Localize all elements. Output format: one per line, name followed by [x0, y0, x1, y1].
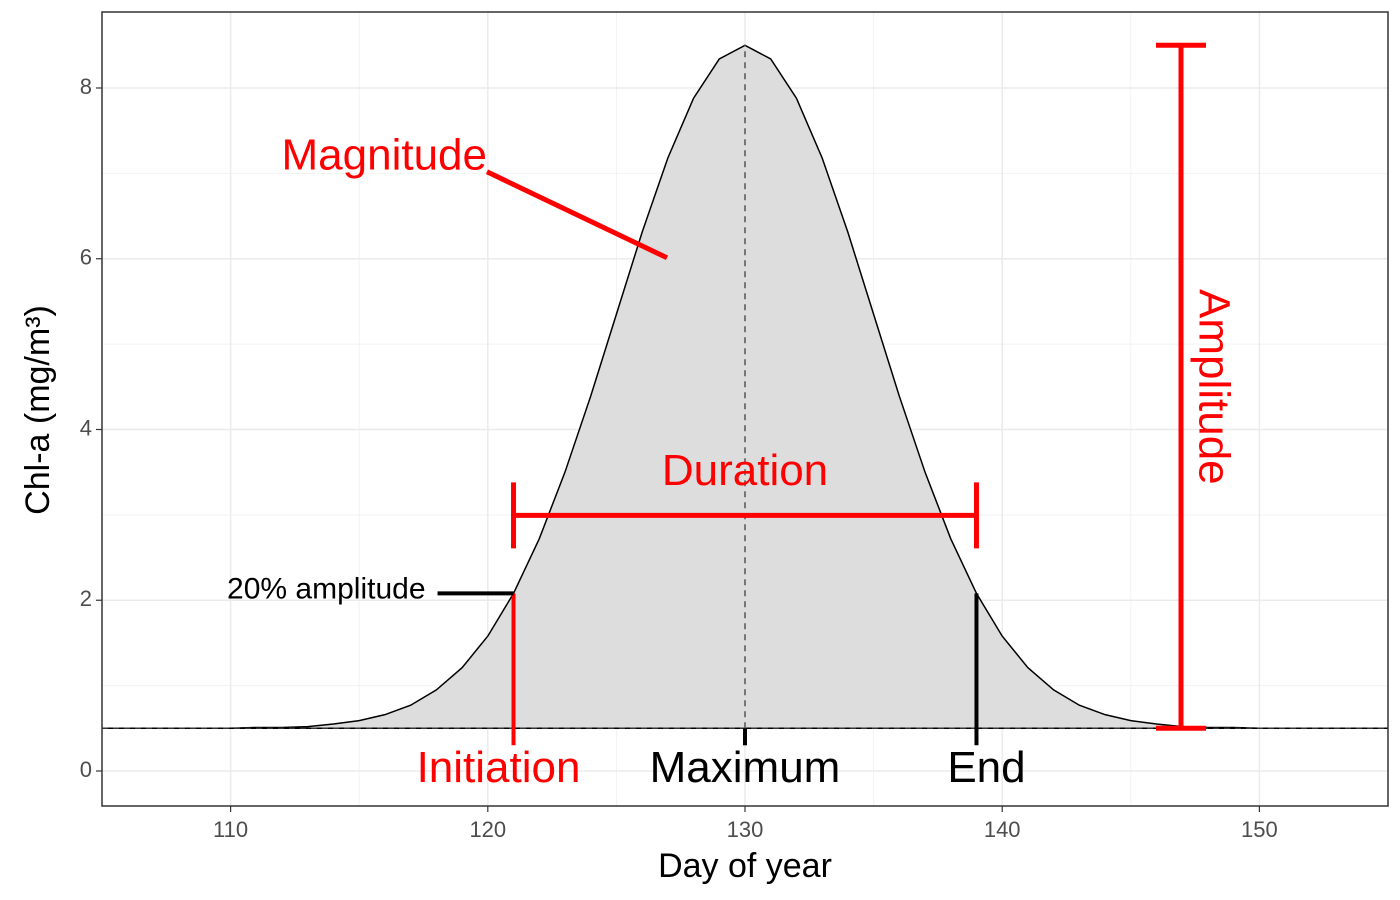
y-tick-label: 6	[80, 245, 92, 270]
threshold-label: 20% amplitude	[227, 572, 425, 605]
initiation-label: Initiation	[417, 743, 581, 792]
x-tick-label: 150	[1241, 817, 1278, 842]
y-tick-label: 8	[80, 74, 92, 99]
maximum-label: Maximum	[650, 743, 841, 792]
amplitude-label: Amplitude	[1189, 289, 1238, 485]
y-tick-label: 2	[80, 586, 92, 611]
x-tick-label: 120	[469, 817, 506, 842]
duration-label: Duration	[662, 446, 828, 495]
x-tick-label: 140	[984, 817, 1021, 842]
y-tick-label: 4	[80, 415, 92, 440]
end-label: End	[947, 743, 1025, 792]
magnitude-pointer	[485, 169, 669, 261]
x-tick-label: 130	[727, 817, 764, 842]
plot-border	[101, 11, 1389, 807]
y-tick-label: 0	[80, 757, 92, 782]
y-axis-title: Chl-a (mg/m³)	[19, 305, 57, 515]
magnitude-label: Magnitude	[282, 130, 487, 179]
x-tick-label: 110	[213, 817, 248, 842]
x-axis-title: Day of year	[658, 847, 832, 885]
